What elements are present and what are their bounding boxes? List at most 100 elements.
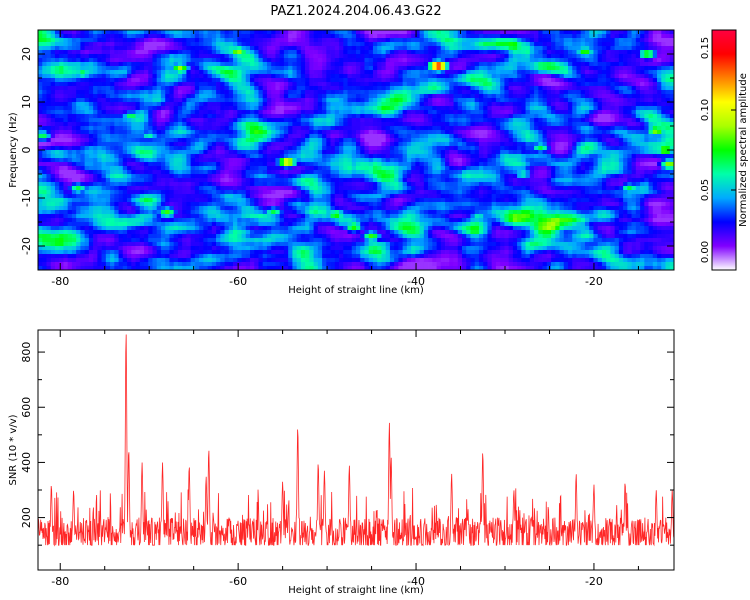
heatmap-cell xyxy=(105,46,111,51)
heatmap-cell xyxy=(635,62,641,67)
heatmap-cell xyxy=(644,90,649,95)
heatmap-cell xyxy=(46,150,52,155)
heatmap-cell xyxy=(398,58,403,63)
heatmap-cell xyxy=(640,150,645,155)
heatmap-cell xyxy=(635,34,641,39)
heatmap-cell xyxy=(67,74,73,79)
heatmap-cell xyxy=(411,66,416,71)
heatmap-cell xyxy=(657,58,662,63)
heatmap-cell xyxy=(457,142,463,147)
heatmap-cell xyxy=(233,46,238,51)
heatmap-cell xyxy=(245,146,251,151)
heatmap-cell xyxy=(478,30,484,35)
heatmap-cell xyxy=(245,150,251,155)
heatmap-cell xyxy=(245,54,251,59)
heatmap-cell xyxy=(525,130,531,135)
heatmap-cell xyxy=(220,70,225,75)
heatmap-cell xyxy=(80,154,85,159)
heatmap-cell xyxy=(190,70,196,75)
heatmap-cell xyxy=(495,142,501,147)
heatmap-cell xyxy=(644,126,649,131)
heatmap-cell xyxy=(152,30,158,35)
heatmap-cell xyxy=(199,162,204,167)
heatmap-cell xyxy=(627,110,632,115)
heatmap-cell xyxy=(148,86,153,91)
heatmap-cell xyxy=(67,98,73,103)
heatmap-cell xyxy=(131,38,136,43)
heatmap-cell xyxy=(500,126,505,131)
heatmap-cell xyxy=(339,98,344,103)
heatmap-cell xyxy=(423,74,429,79)
heatmap-cell xyxy=(542,126,548,131)
heatmap-cell xyxy=(512,50,518,55)
heatmap-cell xyxy=(76,74,81,79)
heatmap-cell xyxy=(661,34,666,39)
heatmap-cell xyxy=(347,138,353,143)
heatmap-cell xyxy=(504,70,509,75)
heatmap-cell xyxy=(305,98,310,103)
heatmap-cell xyxy=(233,78,238,83)
heatmap-cell xyxy=(228,106,234,111)
heatmap-cell xyxy=(110,46,115,51)
heatmap-cell xyxy=(546,122,552,127)
heatmap-cell xyxy=(54,118,60,123)
heatmap-cell xyxy=(190,42,196,47)
heatmap-cell xyxy=(169,62,175,67)
heatmap-cell xyxy=(334,74,340,79)
heatmap-cell xyxy=(432,130,437,135)
heatmap-cell xyxy=(491,158,497,163)
heatmap-cell xyxy=(84,114,90,119)
heatmap-cell xyxy=(334,90,340,95)
heatmap-cell xyxy=(127,34,132,39)
heatmap-cell xyxy=(313,154,319,159)
heatmap-cell xyxy=(127,70,132,75)
heatmap-cell xyxy=(334,110,340,115)
heatmap-cell xyxy=(343,150,348,155)
heatmap-cell xyxy=(411,138,416,143)
heatmap-cell xyxy=(283,110,289,115)
heatmap-cell xyxy=(334,38,340,43)
heatmap-cell xyxy=(652,62,658,67)
heatmap-cell xyxy=(254,90,259,95)
heatmap-cell xyxy=(398,126,403,131)
heatmap-cell xyxy=(101,138,107,143)
heatmap-cell xyxy=(216,30,221,35)
heatmap-cell xyxy=(504,138,509,143)
heatmap-cell xyxy=(296,58,302,63)
heatmap-cell xyxy=(71,30,77,35)
heatmap-cell xyxy=(139,158,145,163)
heatmap-cell xyxy=(88,38,94,43)
heatmap-cell xyxy=(46,102,52,107)
heatmap-cell xyxy=(317,50,323,55)
heatmap-cell xyxy=(576,126,582,131)
heatmap-cell xyxy=(525,106,531,111)
heatmap-cell xyxy=(122,66,128,71)
heatmap-cell xyxy=(394,158,399,163)
heatmap-cell xyxy=(394,62,399,67)
heatmap-cell xyxy=(101,154,107,159)
heatmap-cell xyxy=(46,70,52,75)
heatmap-cell xyxy=(394,146,399,151)
heatmap-cell xyxy=(508,74,514,79)
heatmap-cell xyxy=(42,126,47,131)
heatmap-cell xyxy=(241,70,247,75)
heatmap-cell xyxy=(389,66,395,71)
heatmap-cell xyxy=(127,90,132,95)
heatmap-cell xyxy=(635,70,641,75)
heatmap-cell xyxy=(245,82,251,87)
heatmap-cell xyxy=(534,122,539,127)
heatmap-cell xyxy=(271,78,276,83)
heatmap-cell xyxy=(88,134,94,139)
heatmap-cell xyxy=(339,46,344,51)
heatmap-cell xyxy=(152,90,158,95)
heatmap-cell xyxy=(360,74,365,79)
heatmap-cell xyxy=(495,98,501,103)
heatmap-cell xyxy=(483,74,488,79)
heatmap-cell xyxy=(326,50,331,55)
heatmap-cell xyxy=(563,58,569,63)
heatmap-cell xyxy=(351,106,357,111)
heatmap-cell xyxy=(54,142,60,147)
heatmap-cell xyxy=(228,90,234,95)
heatmap-cell xyxy=(224,114,230,119)
heatmap-cell xyxy=(50,158,56,163)
